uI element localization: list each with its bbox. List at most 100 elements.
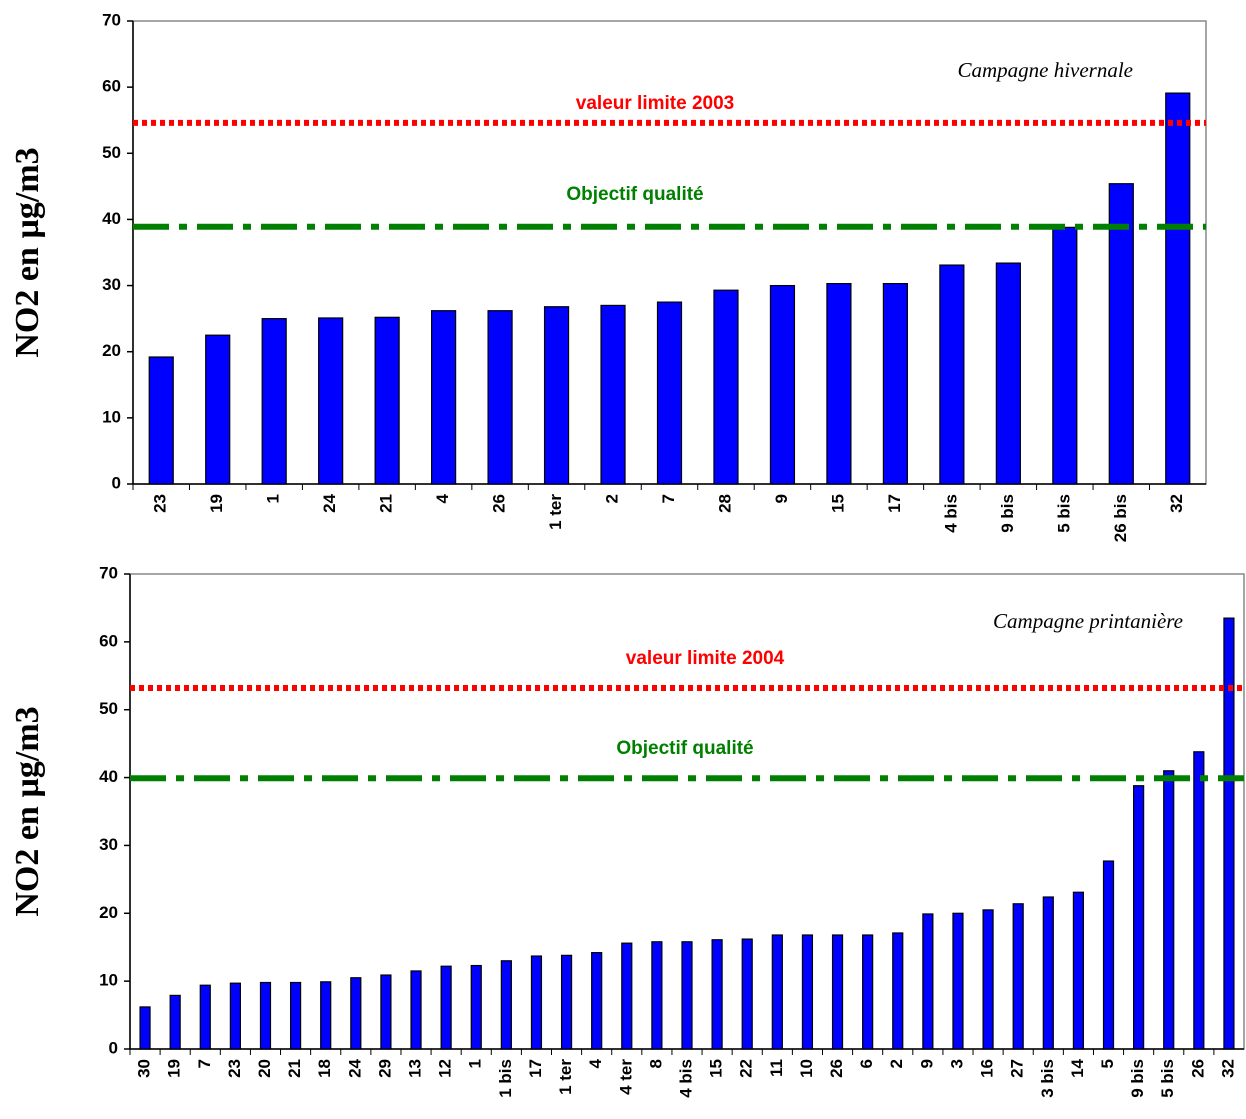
x-tick-label: 26 bis — [1111, 494, 1130, 542]
reference-label: valeur limite 2003 — [576, 93, 734, 114]
y-axis-label: NO2 en µg/m3 — [9, 147, 46, 357]
x-tick-label: 20 — [255, 1059, 274, 1078]
reference-label: Objectif qualité — [566, 184, 703, 205]
y-tick-label: 30 — [99, 835, 118, 854]
x-tick-label: 17 — [526, 1059, 545, 1078]
bar — [862, 934, 874, 1050]
bar — [350, 977, 362, 1050]
reference-label: valeur limite 2004 — [626, 648, 785, 669]
bar — [139, 1006, 151, 1050]
x-tick-label: 19 — [207, 494, 226, 513]
y-tick-label: 30 — [102, 275, 121, 294]
bar — [320, 981, 332, 1050]
x-tick-label: 15 — [707, 1059, 726, 1078]
bar — [1012, 903, 1024, 1050]
bar — [656, 301, 683, 485]
x-tick-label: 9 bis — [1128, 1059, 1147, 1098]
x-tick-label: 2 — [603, 494, 622, 503]
bar — [560, 954, 573, 1050]
x-tick-label: 10 — [797, 1059, 816, 1078]
bar — [982, 909, 994, 1050]
bar — [289, 981, 302, 1050]
x-tick-label: 4 bis — [941, 494, 960, 533]
y-tick-label: 10 — [102, 407, 121, 426]
x-tick-label: 4 — [586, 1058, 605, 1068]
bar — [410, 970, 422, 1050]
x-tick-label: 17 — [885, 494, 904, 513]
y-axis-label: NO2 en µg/m3 — [9, 706, 46, 916]
x-tick-label: 9 — [772, 494, 791, 503]
y-tick-label: 40 — [99, 767, 118, 786]
bar — [1133, 785, 1145, 1050]
x-tick-label: 22 — [737, 1059, 756, 1078]
bar — [826, 282, 852, 485]
x-tick-label: 14 — [1068, 1058, 1087, 1077]
x-tick-label: 23 — [151, 494, 170, 513]
y-tick-label: 60 — [102, 77, 121, 96]
x-tick-label: 32 — [1167, 494, 1186, 513]
bar — [470, 964, 482, 1050]
bar — [922, 913, 934, 1050]
bar — [591, 952, 603, 1050]
y-tick-label: 20 — [102, 341, 121, 360]
y-tick-label: 0 — [112, 473, 121, 492]
bar — [530, 955, 543, 1050]
bar — [939, 264, 965, 485]
bar — [741, 938, 753, 1050]
bar — [1165, 92, 1191, 485]
bar — [205, 334, 231, 485]
x-tick-label: 6 — [857, 1059, 876, 1068]
x-tick-label: 4 bis — [676, 1059, 695, 1098]
y-tick-label: 50 — [102, 143, 121, 162]
x-tick-label: 4 ter — [616, 1059, 635, 1095]
x-tick-label: 2 — [887, 1059, 906, 1068]
x-tick-label: 24 — [345, 1058, 364, 1077]
annotation: Campagne printanière — [993, 609, 1183, 633]
x-tick-label: 29 — [375, 1059, 394, 1078]
bar — [431, 310, 457, 485]
annotation: Campagne hivernale — [957, 58, 1133, 82]
y-tick-label: 10 — [99, 971, 118, 990]
x-tick-label: 28 — [715, 494, 734, 513]
x-tick-label: 11 — [767, 1059, 786, 1077]
bar — [892, 932, 904, 1050]
bar — [882, 282, 908, 485]
bar — [261, 318, 287, 485]
x-tick-label: 15 — [828, 494, 847, 513]
y-tick-label: 40 — [102, 209, 121, 228]
x-tick-label: 13 — [406, 1059, 425, 1078]
y-tick-label: 50 — [99, 699, 118, 718]
bar — [801, 934, 814, 1050]
bar — [259, 981, 272, 1050]
bar — [169, 994, 181, 1050]
x-tick-label: 26 — [827, 1059, 846, 1078]
bar — [651, 941, 663, 1050]
x-tick-label: 5 bis — [1158, 1059, 1177, 1098]
bar — [681, 941, 693, 1050]
bar — [148, 356, 174, 485]
y-tick-label: 20 — [99, 903, 118, 922]
bar — [621, 942, 633, 1050]
x-tick-label: 26 — [1188, 1059, 1207, 1078]
x-tick-label: 30 — [135, 1059, 154, 1078]
bar — [831, 934, 844, 1050]
x-tick-label: 7 — [195, 1059, 214, 1068]
bar — [769, 284, 796, 485]
x-tick-label: 21 — [377, 494, 396, 513]
x-tick-label: 9 — [917, 1059, 936, 1068]
bar — [1108, 183, 1134, 485]
x-tick-label: 18 — [315, 1059, 334, 1078]
x-tick-label: 5 — [1098, 1059, 1117, 1068]
bar — [440, 965, 452, 1050]
x-tick-label: 16 — [978, 1059, 997, 1078]
x-tick-label: 32 — [1218, 1059, 1237, 1078]
bar — [1193, 751, 1205, 1050]
bar — [199, 984, 211, 1050]
bar — [487, 310, 513, 485]
bar — [1052, 226, 1078, 485]
bar — [1163, 770, 1175, 1050]
x-tick-label: 12 — [436, 1059, 455, 1078]
y-tick-label: 70 — [102, 10, 121, 29]
y-tick-label: 70 — [99, 563, 118, 582]
x-tick-label: 27 — [1008, 1059, 1027, 1078]
